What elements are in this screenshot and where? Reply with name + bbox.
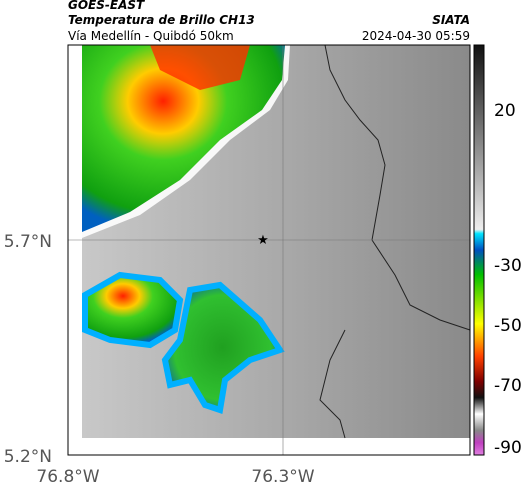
- cloud-south: [161, 281, 285, 414]
- colorbar-tick: -70: [494, 376, 522, 396]
- cloud-core: [150, 45, 250, 90]
- colorbar-tick: -50: [494, 316, 522, 336]
- colorbar-tick: -30: [494, 256, 522, 276]
- location-marker: ★: [257, 233, 269, 248]
- title: GOES-EAST: [68, 0, 145, 12]
- colorbar: 20 -30 -50 -70 -90: [473, 44, 522, 458]
- cloud-west: [82, 271, 184, 349]
- datetime: 2024-04-30 05:59: [362, 29, 470, 43]
- colorbar-gradient: [473, 44, 485, 456]
- lon-label: 76.8°W: [36, 467, 99, 487]
- colorbar-tick: -90: [494, 438, 522, 458]
- colorbar-tick: 20: [494, 101, 516, 121]
- map: ★: [67, 44, 471, 456]
- border: [324, 44, 471, 331]
- lat-label: 5.2°N: [4, 447, 52, 467]
- location: Vía Medellín - Quibdó 50km: [68, 29, 234, 43]
- cloud-north: [82, 45, 285, 232]
- lat-label: 5.7°N: [4, 232, 52, 252]
- source: SIATA: [432, 13, 470, 27]
- subtitle: Temperatura de Brillo CH13: [68, 13, 255, 27]
- frame: [67, 44, 471, 456]
- lon-label: 76.3°W: [251, 467, 314, 487]
- border: [319, 329, 346, 439]
